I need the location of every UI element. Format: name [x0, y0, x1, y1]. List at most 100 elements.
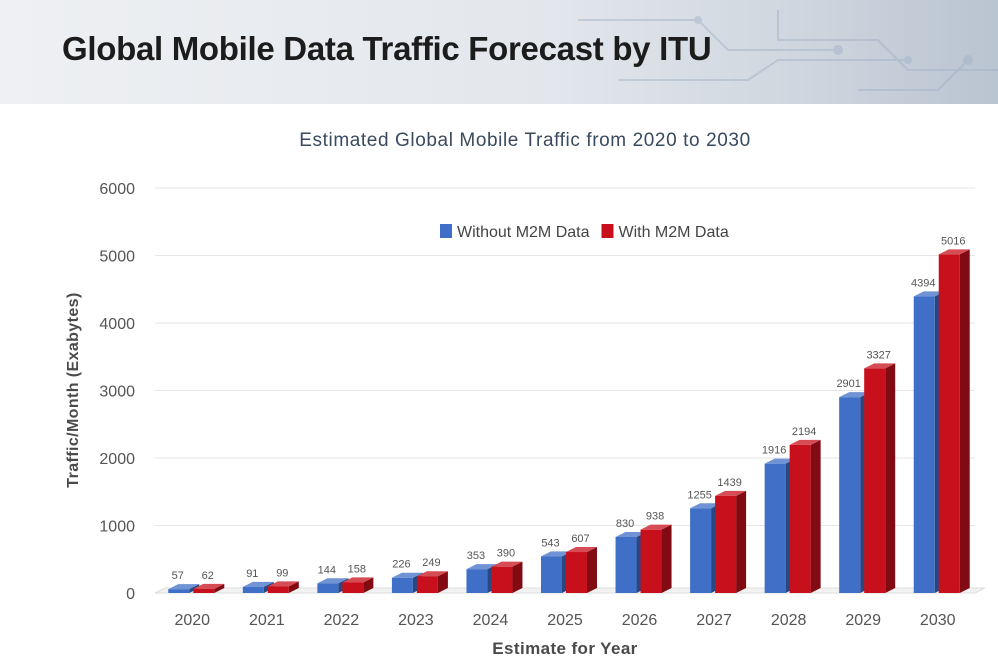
bar: [938, 254, 960, 594]
y-tick-label: 0: [126, 586, 135, 603]
x-tick-label: 2020: [174, 612, 210, 629]
chart-title: Estimated Global Mobile Traffic from 202…: [299, 130, 751, 151]
bar-side: [810, 439, 821, 593]
bar: [491, 566, 513, 593]
bar-top: [391, 572, 423, 578]
y-tick-label: 2000: [99, 451, 135, 468]
data-label: 226: [392, 559, 410, 571]
bar: [615, 536, 637, 593]
bar-top: [491, 561, 523, 567]
data-label: 249: [422, 557, 440, 569]
bar-side: [363, 577, 374, 593]
slide-title: Global Mobile Data Traffic Forecast by I…: [62, 30, 712, 67]
bar-top: [615, 531, 647, 537]
data-label: 144: [318, 564, 336, 576]
bar: [913, 296, 935, 593]
bar-top: [541, 551, 572, 557]
data-label: 158: [348, 563, 366, 575]
data-label: 57: [172, 570, 184, 582]
bar: [342, 582, 364, 593]
x-tick-label: 2026: [622, 612, 658, 629]
y-tick-label: 6000: [99, 181, 135, 198]
bar-side: [885, 363, 896, 593]
bar-top: [342, 577, 374, 583]
bar-top: [640, 524, 672, 530]
x-tick-label: 2023: [398, 612, 434, 629]
bar: [839, 397, 861, 593]
bar: [764, 463, 786, 593]
bar: [789, 444, 811, 593]
bar: [640, 529, 662, 593]
data-label: 830: [616, 518, 634, 530]
x-axis-label: Estimate for Year: [492, 639, 637, 658]
y-axis-label: Traffic/Month (Exabytes): [65, 292, 82, 487]
bar: [541, 556, 562, 593]
bar-top: [913, 291, 945, 297]
bar-side: [587, 547, 597, 593]
bar-side: [661, 524, 672, 593]
data-label: 5016: [941, 235, 965, 247]
data-label: 543: [541, 537, 559, 549]
bar: [416, 576, 438, 593]
legend-swatch: [440, 224, 452, 238]
data-label: 4394: [911, 277, 935, 289]
bar: [391, 577, 413, 593]
bar-top: [839, 392, 871, 398]
bar-side: [959, 249, 970, 594]
bar-top: [317, 578, 349, 584]
x-tick-label: 2025: [547, 612, 583, 629]
bar-top: [789, 439, 821, 445]
data-label: 3327: [866, 349, 890, 361]
bar-top: [267, 581, 299, 587]
y-tick-label: 4000: [99, 316, 135, 333]
legend-swatch: [601, 224, 614, 238]
bar: [715, 495, 737, 593]
y-tick-label: 1000: [99, 519, 135, 536]
bar: [566, 552, 587, 593]
bar: [168, 589, 190, 593]
bar-top: [193, 583, 225, 589]
data-label: 1439: [717, 477, 741, 489]
bar: [267, 586, 289, 593]
bar-top: [168, 584, 200, 590]
data-label: 353: [467, 550, 485, 562]
bar: [317, 583, 339, 593]
x-tick-label: 2029: [845, 612, 881, 629]
data-label: 390: [497, 548, 515, 560]
bar-top: [416, 571, 448, 577]
bar-top: [242, 581, 274, 587]
bar: [864, 368, 886, 593]
bar-top: [715, 490, 747, 496]
bar: [242, 586, 264, 593]
bar-top: [690, 503, 722, 509]
x-tick-label: 2024: [473, 612, 509, 629]
bar: [466, 569, 488, 593]
x-tick-label: 2021: [249, 612, 285, 629]
data-label: 1255: [687, 489, 711, 501]
legend-label: With M2M Data: [618, 224, 728, 241]
bar-top: [764, 458, 796, 464]
bar: [193, 588, 215, 593]
data-label: 938: [646, 511, 664, 523]
bar-top: [566, 547, 597, 553]
x-tick-label: 2030: [920, 612, 956, 629]
y-tick-label: 5000: [99, 249, 135, 266]
data-label: 2901: [836, 378, 860, 390]
data-label: 91: [246, 568, 258, 580]
x-tick-label: 2022: [324, 612, 360, 629]
bar-top: [864, 363, 896, 369]
bar: [690, 508, 712, 593]
data-label: 62: [202, 570, 214, 582]
bar-side: [288, 581, 299, 593]
slide-header: Global Mobile Data Traffic Forecast by I…: [0, 0, 998, 104]
data-label: 607: [571, 533, 589, 545]
legend-label: Without M2M Data: [457, 224, 590, 241]
data-label: 1916: [762, 445, 786, 457]
bar-top: [938, 249, 970, 255]
x-tick-label: 2027: [696, 612, 732, 629]
x-tick-label: 2028: [771, 612, 807, 629]
data-label: 2194: [792, 426, 816, 438]
y-tick-label: 3000: [99, 384, 135, 401]
